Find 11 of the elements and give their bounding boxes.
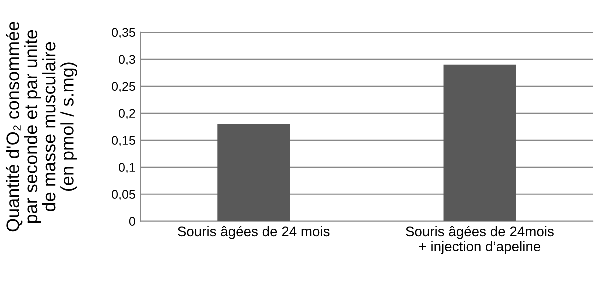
y-tick-label: 0,35 [112, 28, 136, 39]
y-tick-label: 0,2 [119, 109, 136, 120]
x-tick-label: Souris âgées de 24 mois [178, 226, 330, 240]
y-tick-label: 0,1 [119, 163, 136, 174]
y-tick-label: 0,25 [112, 82, 136, 93]
y-tick-label: 0 [129, 217, 136, 226]
y-tick-label: 0,15 [112, 136, 136, 147]
y-tick-label: 0,05 [112, 190, 136, 201]
x-tick-label: Souris âgées de 24mois + injection d’apeline [406, 226, 554, 254]
y-tick-label: 0,3 [119, 55, 136, 66]
y-axis-title: Quantité d'O₂ consommée par seconde et par unite de masse musculaire (en pmol / s.mg) [6, 22, 78, 232]
